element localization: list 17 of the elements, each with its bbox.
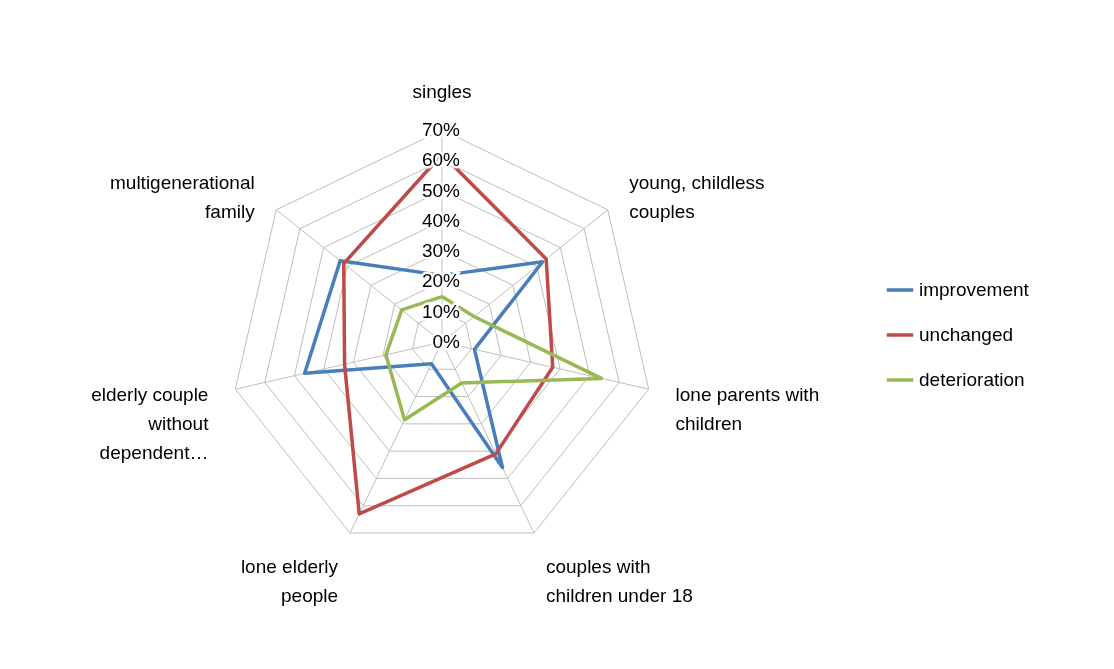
y-tick-label: 70% [421,119,461,140]
legend-label: deterioration [919,369,1025,390]
spoke-label: singles [412,81,472,103]
y-tick-label: 20% [421,270,461,292]
spoke-label: lone parents with children [675,384,820,435]
spoke-label: young, childless couples [629,171,765,222]
y-tick-label: 0% [432,331,461,352]
spoke-label: multigenerational family [110,171,256,222]
legend-label: unchanged [919,324,1014,345]
y-tick-label: 30% [421,240,461,262]
legend-label: improvement [919,279,1030,300]
y-tick-label: 10% [421,300,461,322]
y-tick-label: 40% [421,209,461,231]
spoke-label: elderly couple without dependent… [91,384,210,464]
spoke-label: lone elderly people [240,555,339,606]
spoke-label: couples with children under 18 [545,555,693,606]
y-tick-label: 50% [421,179,461,201]
